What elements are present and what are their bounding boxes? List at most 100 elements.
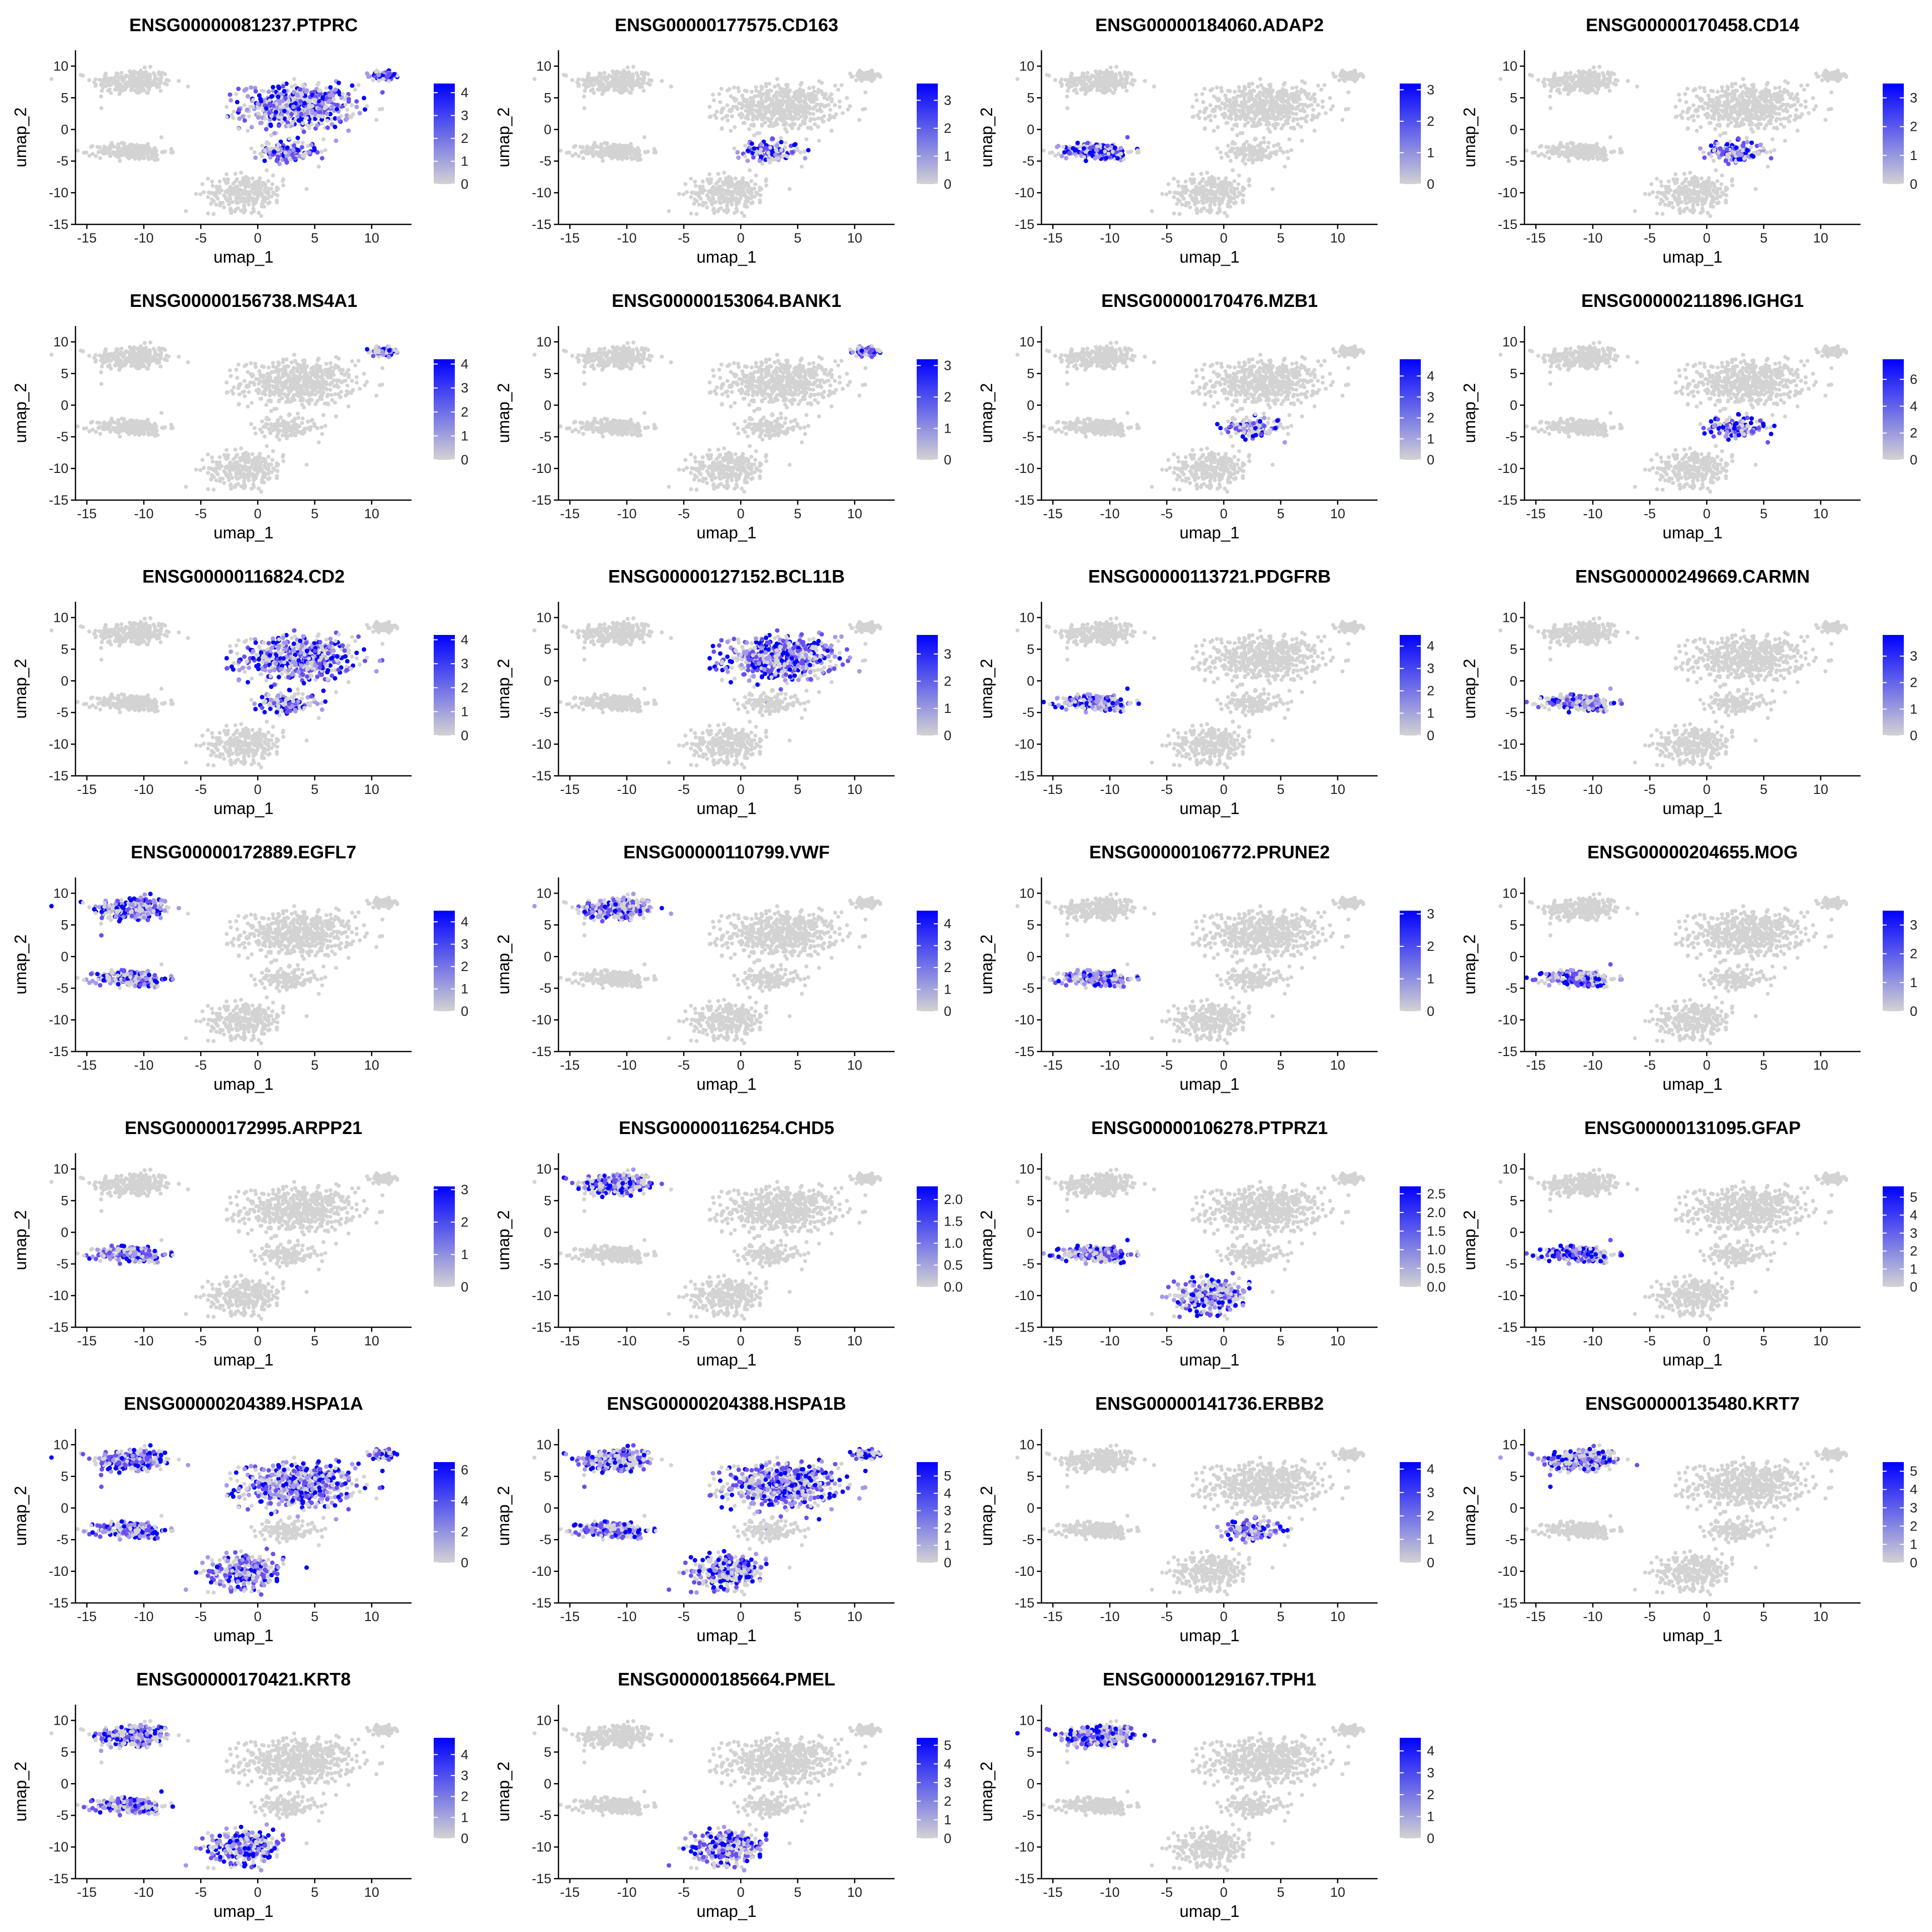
cell-point: [98, 156, 102, 160]
cell-point: [764, 105, 768, 109]
colorbar-label: 3: [461, 108, 468, 123]
cell-point: [816, 125, 820, 129]
cell-point: [784, 121, 788, 125]
cell-point: [623, 152, 627, 156]
cell-point: [246, 129, 250, 133]
cell-point: [237, 127, 241, 131]
cell-point: [583, 83, 587, 87]
cell-point: [256, 179, 260, 183]
cell-point: [734, 198, 738, 202]
cell-point: [320, 95, 325, 100]
cell-point: [387, 79, 391, 83]
cell-point: [605, 146, 609, 150]
cell-point: [142, 88, 146, 92]
cell-point: [769, 117, 773, 121]
cell-point: [87, 78, 91, 82]
cell-point: [257, 193, 261, 197]
cell-point: [621, 156, 625, 160]
colorbar-label: 3: [944, 93, 951, 108]
cell-point: [695, 212, 699, 216]
cell-point: [798, 150, 802, 154]
cell-point: [774, 120, 778, 124]
cell-point: [803, 156, 808, 160]
cell-point: [733, 211, 737, 215]
cell-point: [785, 154, 789, 158]
cell-point: [1200, 92, 1204, 96]
cell-point: [1111, 77, 1115, 82]
cell-point: [838, 100, 842, 104]
cell-point: [139, 68, 143, 72]
cell-point: [333, 88, 338, 92]
cell-point: [779, 140, 783, 144]
cell-point: [133, 150, 137, 154]
cell-point: [760, 86, 764, 90]
cell-point: [759, 147, 763, 151]
cell-point: [153, 151, 157, 155]
cell-point: [260, 154, 264, 158]
cell-point: [712, 98, 716, 102]
cell-point: [683, 182, 687, 186]
cell-point: [654, 150, 658, 154]
cell-point: [564, 73, 568, 77]
cell-point: [726, 192, 730, 196]
y-tick-label: 5: [61, 90, 68, 105]
cell-point: [622, 74, 626, 78]
cell-point: [307, 105, 311, 109]
x-tick-label: 10: [364, 230, 379, 246]
cell-point: [735, 150, 740, 154]
cell-point: [301, 141, 305, 145]
cell-point: [244, 175, 248, 179]
cell-point: [102, 151, 106, 155]
cell-point: [719, 87, 723, 91]
cell-point: [237, 187, 242, 191]
cell-point: [574, 152, 578, 156]
cell-point: [785, 130, 789, 134]
cell-point: [612, 144, 616, 148]
cell-point: [1129, 82, 1133, 86]
cell-point: [107, 76, 111, 80]
cell-point: [145, 77, 149, 82]
cell-point: [808, 105, 812, 109]
cell-point: [757, 110, 761, 114]
cell-point: [319, 150, 324, 154]
cell-point: [316, 81, 320, 85]
cell-point: [740, 193, 744, 197]
cell-point: [769, 124, 773, 128]
cell-point: [1340, 118, 1344, 122]
cell-point: [256, 115, 261, 120]
cell-point: [330, 104, 335, 109]
cell-point: [239, 183, 243, 187]
cell-point: [799, 81, 803, 85]
cell-point: [743, 121, 747, 125]
cell-point: [628, 77, 632, 82]
cell-point: [635, 71, 639, 75]
cell-point: [1073, 76, 1077, 80]
cell-point: [715, 110, 719, 114]
cell-point: [206, 177, 210, 181]
cell-point: [793, 122, 797, 126]
cell-point: [96, 145, 100, 149]
cell-point: [94, 84, 98, 88]
cell-point: [1104, 78, 1108, 83]
cell-point: [268, 102, 272, 106]
cell-point: [277, 123, 281, 128]
cell-point: [857, 118, 861, 122]
cell-point: [600, 92, 604, 96]
cell-point: [622, 68, 626, 72]
cell-point: [346, 128, 351, 133]
cell-point: [642, 135, 647, 139]
cell-point: [1066, 106, 1070, 110]
cell-point: [294, 112, 298, 116]
x-tick-label: 0: [254, 230, 262, 246]
cell-point: [228, 186, 232, 190]
cell-point: [845, 96, 849, 100]
cell-point: [613, 87, 617, 91]
cell-point: [1109, 65, 1113, 69]
cell-point: [130, 87, 134, 91]
cell-point: [202, 190, 206, 194]
cell-point: [1296, 122, 1300, 126]
cell-point: [353, 88, 357, 92]
cell-point: [793, 109, 797, 113]
cell-point: [1047, 73, 1051, 77]
colorbar-gradient: [917, 84, 938, 184]
